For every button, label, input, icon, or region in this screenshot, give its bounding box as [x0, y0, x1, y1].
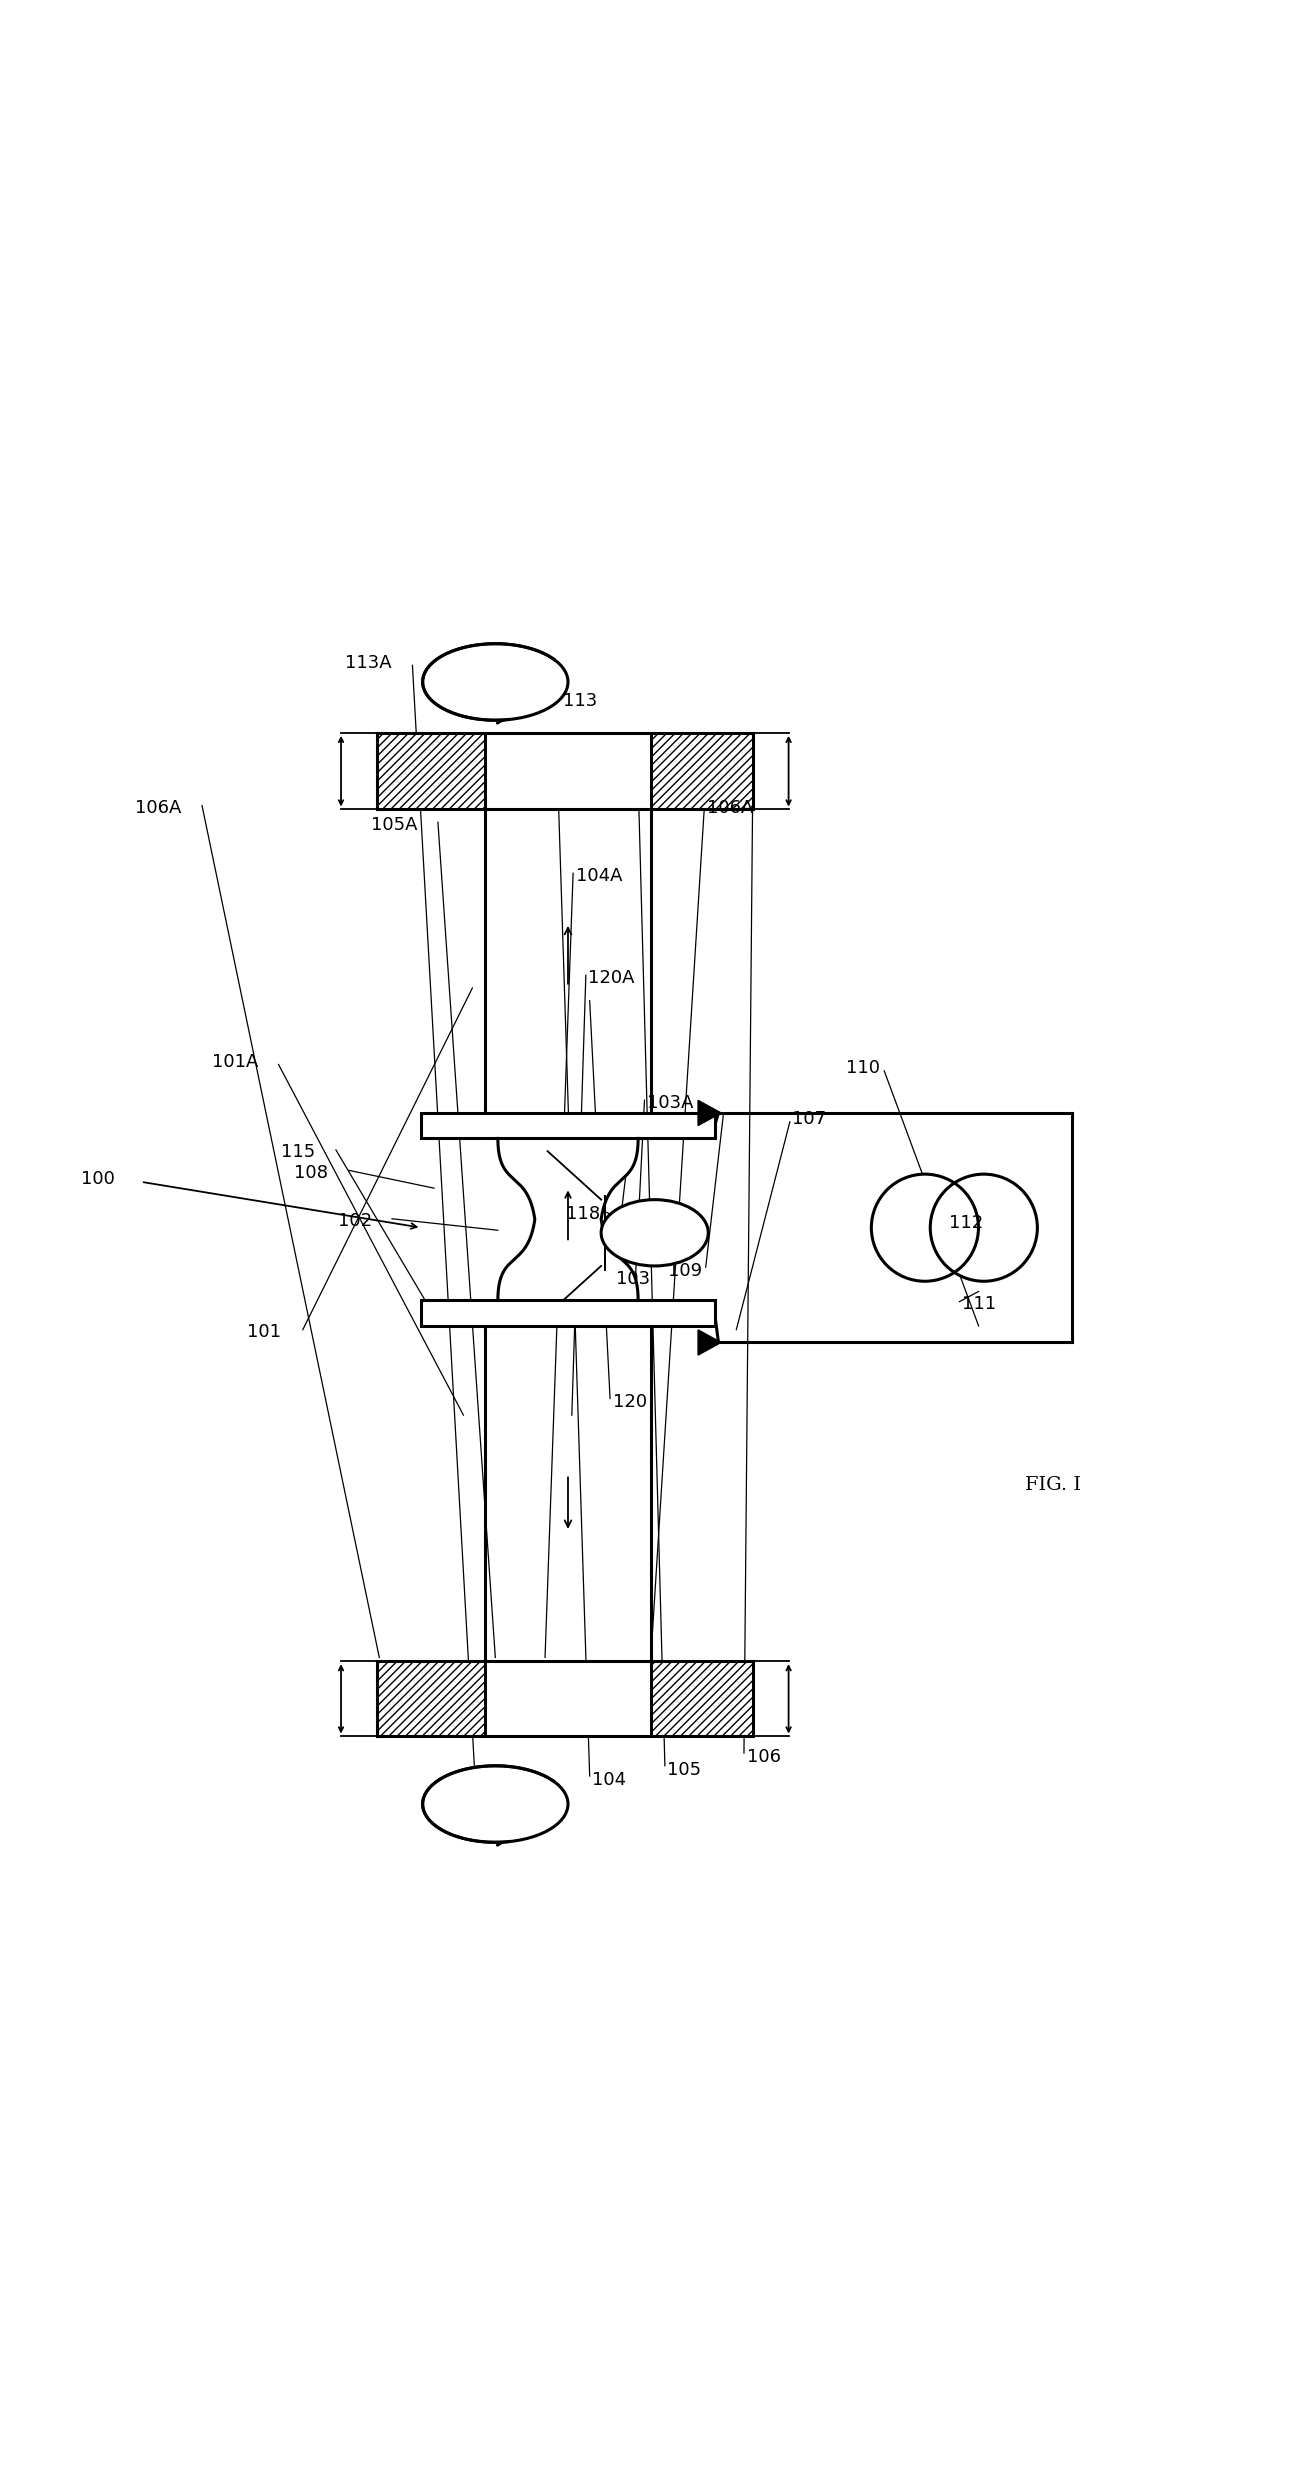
Text: 106A: 106A: [135, 798, 182, 818]
Text: 109: 109: [668, 1263, 703, 1280]
Text: 113: 113: [563, 691, 597, 711]
Text: 102: 102: [338, 1213, 371, 1231]
Text: 106: 106: [746, 1748, 781, 1765]
Polygon shape: [699, 1101, 721, 1126]
Bar: [376, 1661, 485, 1735]
Bar: [651, 733, 753, 810]
Ellipse shape: [423, 1765, 568, 1842]
Bar: [422, 1300, 714, 1325]
Text: 113A: 113A: [345, 654, 392, 671]
Text: 105A: 105A: [371, 815, 418, 833]
Bar: [376, 733, 485, 810]
Bar: [422, 1114, 714, 1139]
Text: 103A: 103A: [647, 1094, 693, 1111]
Text: 112: 112: [949, 1213, 984, 1231]
Bar: [485, 733, 651, 810]
Bar: [376, 1661, 485, 1735]
Bar: [651, 733, 753, 810]
Text: 115: 115: [281, 1144, 316, 1161]
Circle shape: [931, 1173, 1038, 1280]
Bar: [651, 1661, 753, 1735]
Text: 101A: 101A: [211, 1054, 258, 1071]
Text: FIG. I: FIG. I: [1025, 1477, 1080, 1494]
Bar: [485, 1661, 651, 1735]
Polygon shape: [699, 1330, 721, 1355]
Text: 107: 107: [793, 1111, 826, 1129]
Text: 101: 101: [247, 1323, 281, 1342]
Text: 110: 110: [847, 1059, 880, 1076]
Text: 111: 111: [962, 1295, 996, 1313]
Text: 100: 100: [81, 1171, 115, 1188]
Text: 118: 118: [566, 1206, 599, 1223]
Circle shape: [871, 1173, 978, 1280]
Text: 104: 104: [592, 1770, 626, 1790]
Bar: [376, 733, 485, 810]
Text: 106A: 106A: [706, 798, 753, 818]
Bar: [376, 733, 485, 810]
Text: 103: 103: [616, 1270, 651, 1288]
Bar: [651, 733, 753, 810]
Text: 104A: 104A: [576, 868, 623, 885]
Ellipse shape: [601, 1201, 708, 1265]
Text: 120A: 120A: [588, 970, 635, 987]
Text: 108: 108: [294, 1163, 329, 1181]
Text: 120: 120: [612, 1392, 647, 1412]
Bar: [376, 1661, 485, 1735]
Bar: [651, 1661, 753, 1735]
Ellipse shape: [423, 644, 568, 721]
Text: 105: 105: [668, 1760, 701, 1777]
Bar: [651, 1661, 753, 1735]
